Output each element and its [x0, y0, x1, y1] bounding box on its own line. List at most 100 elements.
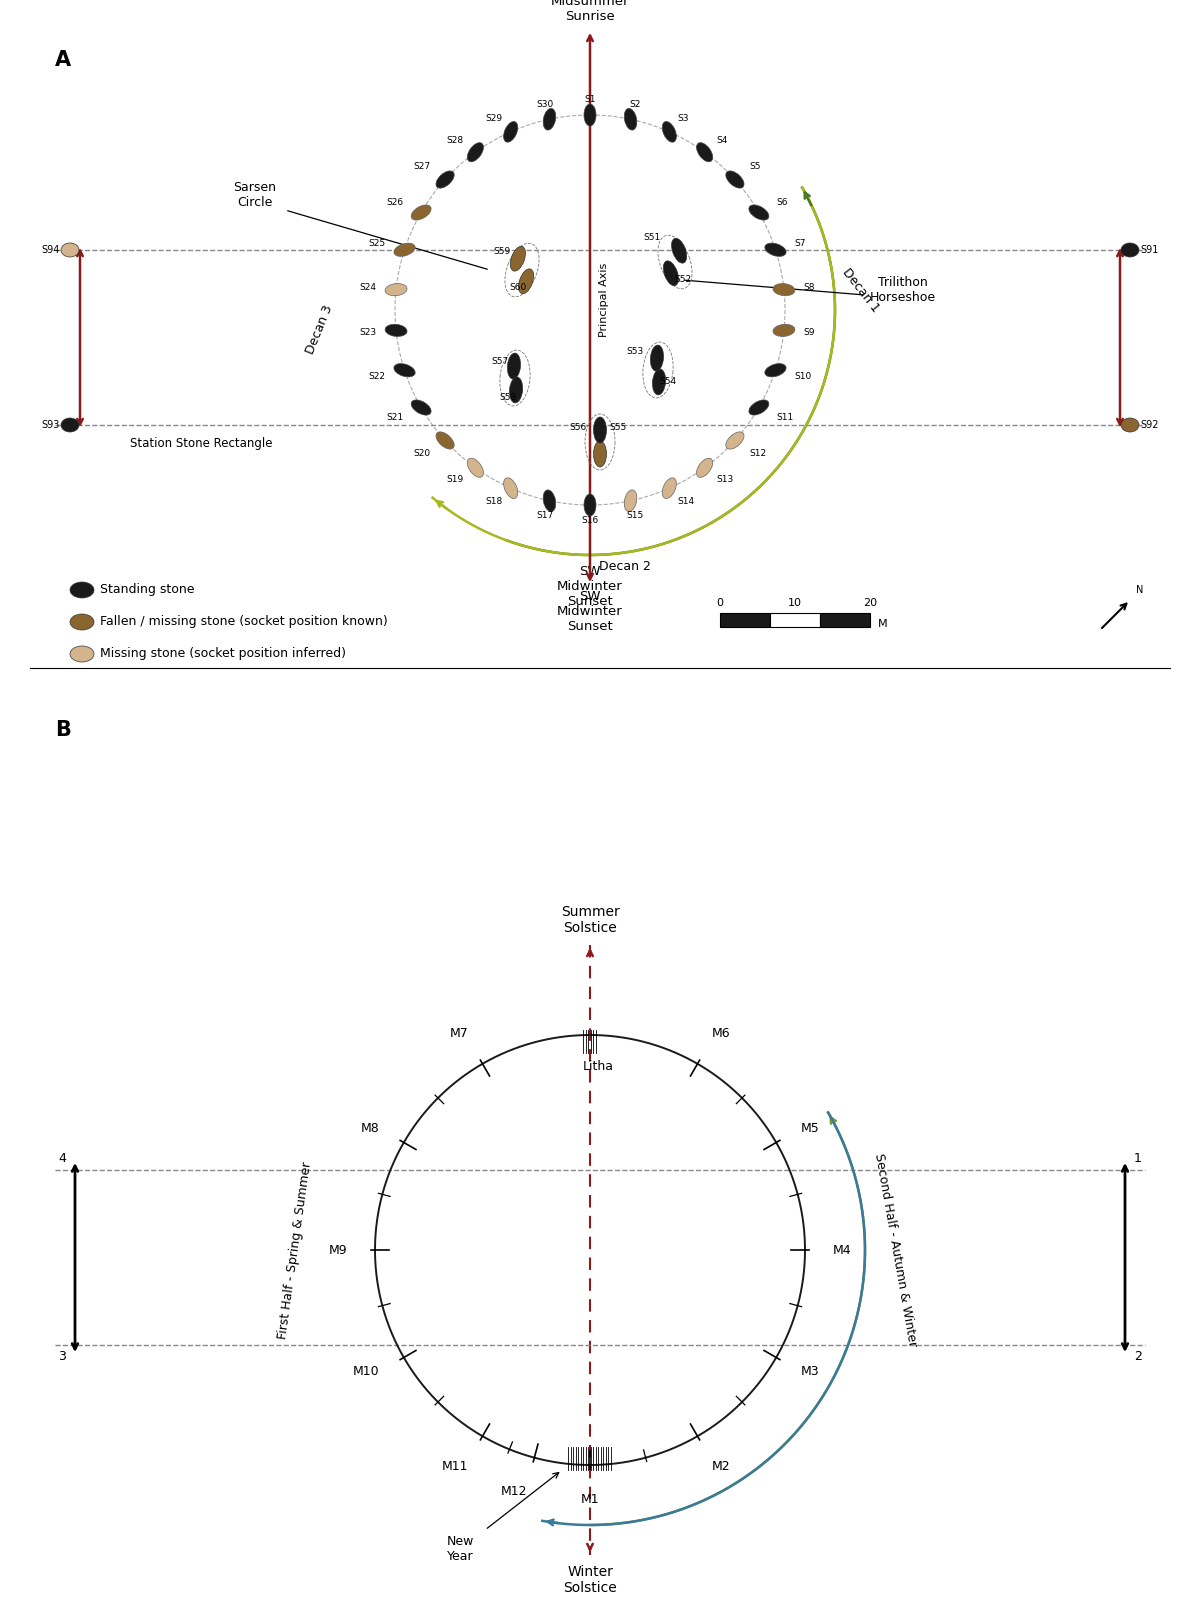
Text: M5: M5: [800, 1122, 820, 1135]
Text: Station Stone Rectangle: Station Stone Rectangle: [130, 438, 272, 450]
Ellipse shape: [544, 491, 556, 511]
Ellipse shape: [726, 172, 744, 188]
Text: S27: S27: [413, 162, 431, 170]
Ellipse shape: [518, 269, 534, 293]
Text: SW
Midwinter
Sunset: SW Midwinter Sunset: [557, 590, 623, 633]
Text: 1: 1: [1134, 1153, 1142, 1165]
Text: M8: M8: [361, 1122, 379, 1135]
Bar: [770, 612, 820, 627]
Text: Decan 1: Decan 1: [840, 266, 882, 314]
Text: M3: M3: [800, 1366, 820, 1379]
Text: M: M: [878, 619, 888, 628]
Text: 3: 3: [58, 1350, 66, 1363]
Text: Missing stone (socket position inferred): Missing stone (socket position inferred): [100, 648, 346, 660]
Text: M4: M4: [833, 1244, 852, 1257]
Text: M9: M9: [329, 1244, 347, 1257]
Text: S58: S58: [499, 393, 517, 402]
Ellipse shape: [672, 239, 686, 263]
Text: S56: S56: [569, 423, 587, 433]
Text: S28: S28: [446, 136, 463, 144]
Text: Winter
Solstice: Winter Solstice: [563, 1565, 617, 1595]
Text: S7: S7: [794, 239, 806, 248]
Text: Second Half - Autumn & Winter: Second Half - Autumn & Winter: [871, 1153, 918, 1348]
Text: S29: S29: [486, 114, 503, 122]
Ellipse shape: [726, 431, 744, 449]
Text: S92: S92: [1140, 420, 1158, 430]
Ellipse shape: [764, 364, 786, 377]
Ellipse shape: [664, 261, 678, 285]
Text: M2: M2: [712, 1460, 730, 1473]
Ellipse shape: [749, 399, 769, 415]
Text: S54: S54: [660, 377, 677, 386]
Text: 20: 20: [863, 598, 877, 608]
Ellipse shape: [70, 614, 94, 630]
Text: S17: S17: [536, 511, 554, 521]
Ellipse shape: [584, 104, 596, 127]
Ellipse shape: [504, 478, 517, 499]
Text: S91: S91: [1140, 245, 1158, 255]
Ellipse shape: [508, 353, 521, 378]
Ellipse shape: [662, 478, 677, 499]
Text: S3: S3: [678, 114, 689, 122]
Ellipse shape: [1121, 418, 1139, 431]
Text: S5: S5: [750, 162, 761, 170]
Ellipse shape: [412, 205, 431, 220]
Text: S18: S18: [485, 497, 503, 507]
Text: S13: S13: [716, 474, 733, 484]
Text: M1: M1: [581, 1492, 599, 1505]
Ellipse shape: [70, 646, 94, 662]
Text: S8: S8: [804, 284, 815, 292]
Text: S23: S23: [359, 329, 376, 337]
Ellipse shape: [624, 109, 637, 130]
Text: S1: S1: [584, 95, 595, 104]
Text: N: N: [1136, 585, 1144, 595]
Ellipse shape: [749, 205, 769, 220]
Text: S12: S12: [750, 449, 767, 458]
Text: B: B: [55, 720, 71, 741]
Text: S14: S14: [678, 497, 695, 507]
Text: S10: S10: [794, 372, 811, 382]
Ellipse shape: [653, 369, 666, 394]
Text: M12: M12: [500, 1484, 527, 1497]
Text: First Half - Spring & Summer: First Half - Spring & Summer: [276, 1161, 314, 1340]
Text: S22: S22: [368, 372, 385, 382]
Text: Sarsen
Circle: Sarsen Circle: [234, 181, 276, 208]
Ellipse shape: [467, 143, 484, 162]
Ellipse shape: [510, 377, 523, 402]
Bar: [820, 612, 870, 627]
Ellipse shape: [385, 284, 407, 295]
Ellipse shape: [594, 417, 606, 442]
Text: S60: S60: [509, 284, 527, 292]
Text: S6: S6: [776, 199, 787, 207]
Ellipse shape: [504, 122, 517, 143]
Text: S19: S19: [446, 474, 463, 484]
Text: S51: S51: [643, 234, 661, 242]
Text: SW
Midwinter
Sunset: SW Midwinter Sunset: [557, 564, 623, 608]
Text: Summer
Solstice: Summer Solstice: [560, 904, 619, 935]
Ellipse shape: [594, 441, 606, 466]
Text: S21: S21: [386, 414, 404, 422]
Text: M10: M10: [353, 1366, 379, 1379]
Text: S57: S57: [491, 357, 509, 367]
Text: 4: 4: [58, 1153, 66, 1165]
Text: S30: S30: [536, 99, 554, 109]
Text: 10: 10: [788, 598, 802, 608]
Ellipse shape: [61, 244, 79, 256]
Text: A: A: [55, 50, 71, 71]
Text: 0: 0: [716, 598, 724, 608]
Ellipse shape: [385, 324, 407, 337]
Ellipse shape: [61, 418, 79, 431]
Text: S52: S52: [674, 276, 691, 284]
Text: S16: S16: [581, 516, 599, 526]
Ellipse shape: [436, 431, 454, 449]
Text: S93: S93: [42, 420, 60, 430]
Ellipse shape: [696, 458, 713, 478]
Text: S15: S15: [626, 511, 643, 521]
Text: Standing stone: Standing stone: [100, 583, 194, 596]
Text: Fallen / missing stone (socket position known): Fallen / missing stone (socket position …: [100, 616, 388, 628]
Text: S24: S24: [359, 284, 376, 292]
Text: New
Year: New Year: [446, 1536, 474, 1563]
Ellipse shape: [650, 345, 664, 370]
Text: Principal Axis: Principal Axis: [599, 263, 610, 337]
Text: S11: S11: [776, 414, 793, 422]
